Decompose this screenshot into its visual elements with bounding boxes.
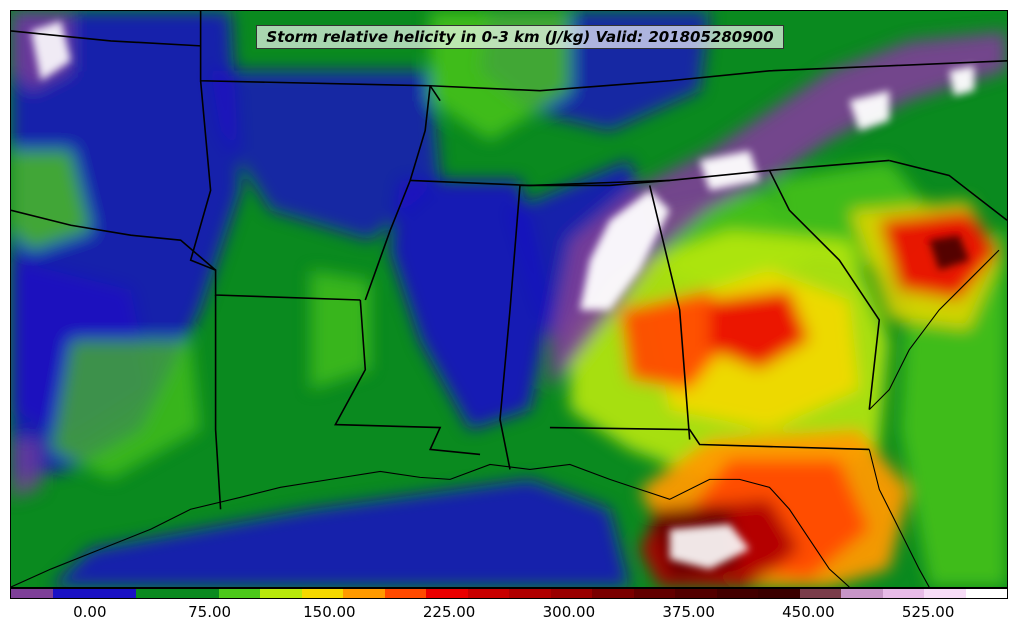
- map-panel: Storm relative helicity in 0-3 km (J/kg)…: [10, 10, 1008, 588]
- colorbar-tick-label: 375.00: [662, 603, 715, 621]
- colorbar-segment: [799, 589, 841, 598]
- colorbar-segment: [384, 589, 426, 598]
- colorbar-segment: [52, 589, 94, 598]
- colorbar-segment: [882, 589, 924, 598]
- colorbar-ticks: 0.00 75.00 150.00 225.00 300.00 375.00 450.00 5…: [10, 600, 1008, 630]
- colorbar-segment: [924, 589, 966, 598]
- colorbar-tick-label: 450.00: [782, 603, 835, 621]
- coastline: [11, 249, 1000, 587]
- map-title: Storm relative helicity in 0-3 km (J/kg)…: [256, 25, 784, 49]
- colorbar: [10, 588, 1008, 599]
- colorbar-segment: [343, 589, 385, 598]
- helicity-peaks: [30, 20, 975, 570]
- colorbar-segment: [467, 589, 509, 598]
- colorbar-segment: [218, 589, 260, 598]
- colorbar-segment: [841, 589, 883, 598]
- colorbar-segment: [592, 589, 634, 598]
- colorbar-segment: [94, 589, 136, 598]
- colorbar-tick-label: 525.00: [901, 603, 955, 621]
- colorbar-tick-label: 75.00: [188, 603, 232, 621]
- colorbar-segment: [301, 589, 343, 598]
- colorbar-segment: [758, 589, 800, 598]
- colorbar-segment: [550, 589, 592, 598]
- colorbar-segment: [633, 589, 675, 598]
- colorbar-segment: [965, 589, 1007, 598]
- colorbar-segment: [716, 589, 758, 598]
- colorbar-tick-label: 150.00: [303, 603, 356, 621]
- colorbar-segment: [11, 589, 53, 598]
- colorbar-segment: [135, 589, 177, 598]
- colorbar-segment: [509, 589, 551, 598]
- colorbar-segment: [426, 589, 468, 598]
- colorbar-tick-label: 300.00: [542, 603, 596, 621]
- state-borders: [11, 11, 1007, 510]
- colorbar-segment: [675, 589, 717, 598]
- colorbar-segment: [177, 589, 219, 598]
- colorbar-segment: [260, 589, 302, 598]
- colorbar-tick-label: 0.00: [73, 603, 107, 621]
- colorbar-tick-label: 225.00: [422, 603, 476, 621]
- helicity-map: [11, 11, 1007, 587]
